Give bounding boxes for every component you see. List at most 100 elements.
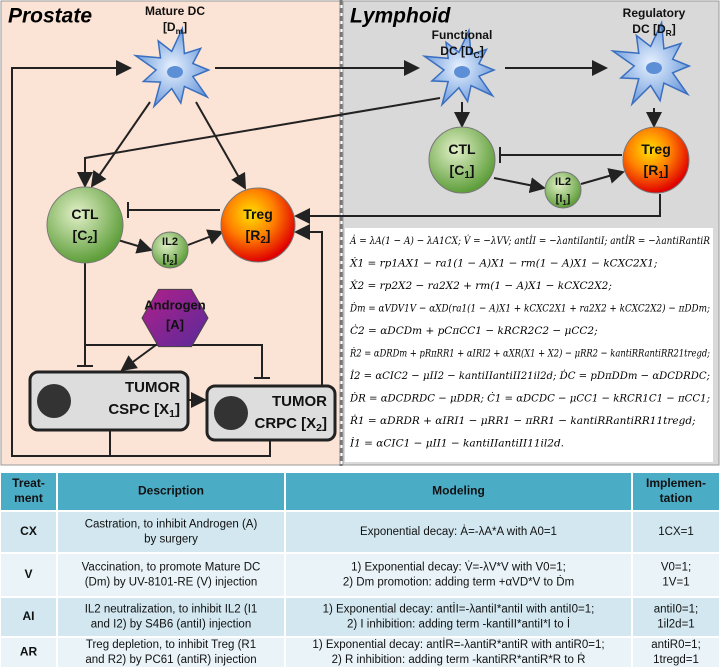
equation: Ẋ2 = rp2X2 − ra2X2 + rm(1 − A)X1 − kCXC2… <box>349 278 612 292</box>
node-variable: [A] <box>166 317 184 332</box>
tumor-box <box>28 370 190 432</box>
variable-symbol: [D <box>163 20 176 34</box>
tumor-cell <box>214 396 248 430</box>
cell-text: Vaccination, to promote Mature DC <box>82 562 261 574</box>
cell-text: and R2) by PC61 (antiR) injection <box>85 654 256 666</box>
node-variable: CSPC [X1] <box>108 401 180 420</box>
androgen-hexagon <box>141 288 209 348</box>
cell-text: V <box>24 567 32 581</box>
cell-text: Implemen- <box>646 476 706 490</box>
cell-text: 1tregd=1 <box>653 654 699 666</box>
node-title: Treg <box>641 141 671 157</box>
node-title: Androgen <box>144 297 205 312</box>
dc-nucleus <box>167 66 183 78</box>
cell-text: ment <box>14 491 43 505</box>
variable-symbol: [I <box>556 193 563 205</box>
variable-subscript: 1 <box>658 170 664 181</box>
equation: İ1 = αCIC1 − μII1 − kantiIIantiII11il2d. <box>349 436 564 450</box>
table-cell <box>286 473 631 510</box>
cell <box>220 187 296 263</box>
variable-bracket: ] <box>480 44 484 58</box>
cell-text: CX <box>20 524 37 538</box>
cell-text: Treat- <box>12 476 45 490</box>
equation: Ḋm = αVDV1V − αXD(ra1(1 − A)X1 + kCXC2X1… <box>349 301 710 315</box>
variable-subscript: C <box>474 50 480 60</box>
table-cell <box>286 554 631 596</box>
cell-text: IL2 neutralization, to inhibit IL2 (I1 <box>85 604 258 616</box>
cell-text: 2) Dm promotion: adding term +αVD*V to Ḋ… <box>343 576 574 589</box>
variable-bracket: ] <box>567 193 571 205</box>
variable-bracket: ] <box>175 401 180 418</box>
variable-subscript: 2 <box>316 422 322 434</box>
arrows <box>11 60 662 457</box>
node-title: IL2 <box>555 176 571 188</box>
node-variable: [R2] <box>246 227 271 246</box>
equation: Ẋ1 = rp1AX1 − ra1(1 − A)X1 − rm(1 − A)X1… <box>349 256 657 270</box>
cell-text: Castration, to inhibit Androgen (A) <box>85 519 258 531</box>
cell-text: antiR0=1; <box>651 639 701 651</box>
cell-text: AR <box>20 645 38 659</box>
cell-text: AI <box>23 609 35 623</box>
node-variable: [C2] <box>73 227 98 246</box>
node-title: CTL <box>71 206 99 222</box>
cell-text: 1) Exponential decay: antİR=-λantiR*anti… <box>312 638 604 651</box>
cell-text: 2) I inhibition: adding term -kantiII*an… <box>347 618 570 631</box>
equation-box <box>345 228 713 462</box>
cell-text: 1) Exponential decay: V̇=-λV*V with V0=1… <box>351 561 566 574</box>
node-title: TUMOR <box>272 393 327 410</box>
cell-text: 1CX=1 <box>658 526 693 538</box>
node-title: Regulatory <box>623 6 686 20</box>
variable-bracket: ] <box>266 227 271 243</box>
variable-symbol: DC [D <box>632 22 666 36</box>
table-cell <box>58 512 284 552</box>
variable-bracket: ] <box>174 253 178 265</box>
variable-symbol: [C <box>450 162 465 178</box>
node-title: CTL <box>448 141 476 157</box>
variable-symbol: [C <box>73 227 88 243</box>
variable-bracket: ] <box>93 227 98 243</box>
node-variable: [C1] <box>450 162 475 181</box>
node-variable: [I1] <box>556 193 571 207</box>
node-title: Mature DC <box>145 4 205 18</box>
table-cell <box>1 512 56 552</box>
table-cell <box>1 554 56 596</box>
cell-text: Treg depletion, to inhibit Treg (R1 <box>86 639 256 651</box>
cell-text: Exponential decay: Ȧ=-λA*A with A0=1 <box>360 525 557 538</box>
cell <box>151 231 189 269</box>
cell-text: 1V=1 <box>662 577 689 589</box>
panel-title: Prostate <box>8 5 92 28</box>
cell-text: and I2) by S4B6 (antiI) injection <box>91 619 251 631</box>
table-cell <box>58 554 284 596</box>
variable-subscript: 2 <box>260 235 266 246</box>
node-title: Functional <box>432 28 493 42</box>
equation: Ȧ = λA(1 − A) − λA1CX; V̇ = −λVV; antİI … <box>349 233 710 247</box>
table-cell <box>286 598 631 636</box>
cell-text: tation <box>660 491 693 505</box>
variable-subscript: R <box>666 28 672 38</box>
variable-symbol: [R <box>644 162 659 178</box>
cell <box>622 126 690 194</box>
node-variable: [I2] <box>163 253 178 267</box>
panel-title: Lymphoid <box>350 5 451 28</box>
cell-text: antiI0=1; <box>654 604 698 616</box>
table-cell <box>633 473 719 510</box>
variable-symbol: [R <box>246 227 261 243</box>
table-cell <box>58 638 284 667</box>
cell-text: (Dm) by UV-8101-RE (V) injection <box>85 577 258 589</box>
equation: İ2 = αCIC2 − μII2 − kantiIIantiII21il2d;… <box>349 368 710 382</box>
table-cell <box>286 512 631 552</box>
node-title: TUMOR <box>125 379 180 396</box>
table-cell <box>633 554 719 596</box>
variable-bracket: ] <box>672 22 676 36</box>
cell <box>428 126 496 194</box>
equation: Ċ2 = αDCDm + pCπCC1 − kRCR2C2 − μCC2; <box>350 323 598 337</box>
node-variable: [Dm] <box>163 20 187 36</box>
equation: Ṙ2 = αDRDm + pRπRR1 + αIRI2 + αXR(X1 + X… <box>349 346 710 360</box>
table-cell <box>1 638 56 667</box>
equation: Ṙ1 = αDRDR + αIRI1 − μRR1 − πRR1 − kanti… <box>349 413 696 427</box>
variable-bracket: ] <box>322 415 327 432</box>
cell-text: by surgery <box>144 534 198 546</box>
node-variable: CRPC [X2] <box>254 415 327 434</box>
cell-text: 2) R inhibition: adding term -kantiRR*an… <box>332 653 586 666</box>
variable-subscript: 2 <box>87 235 93 246</box>
